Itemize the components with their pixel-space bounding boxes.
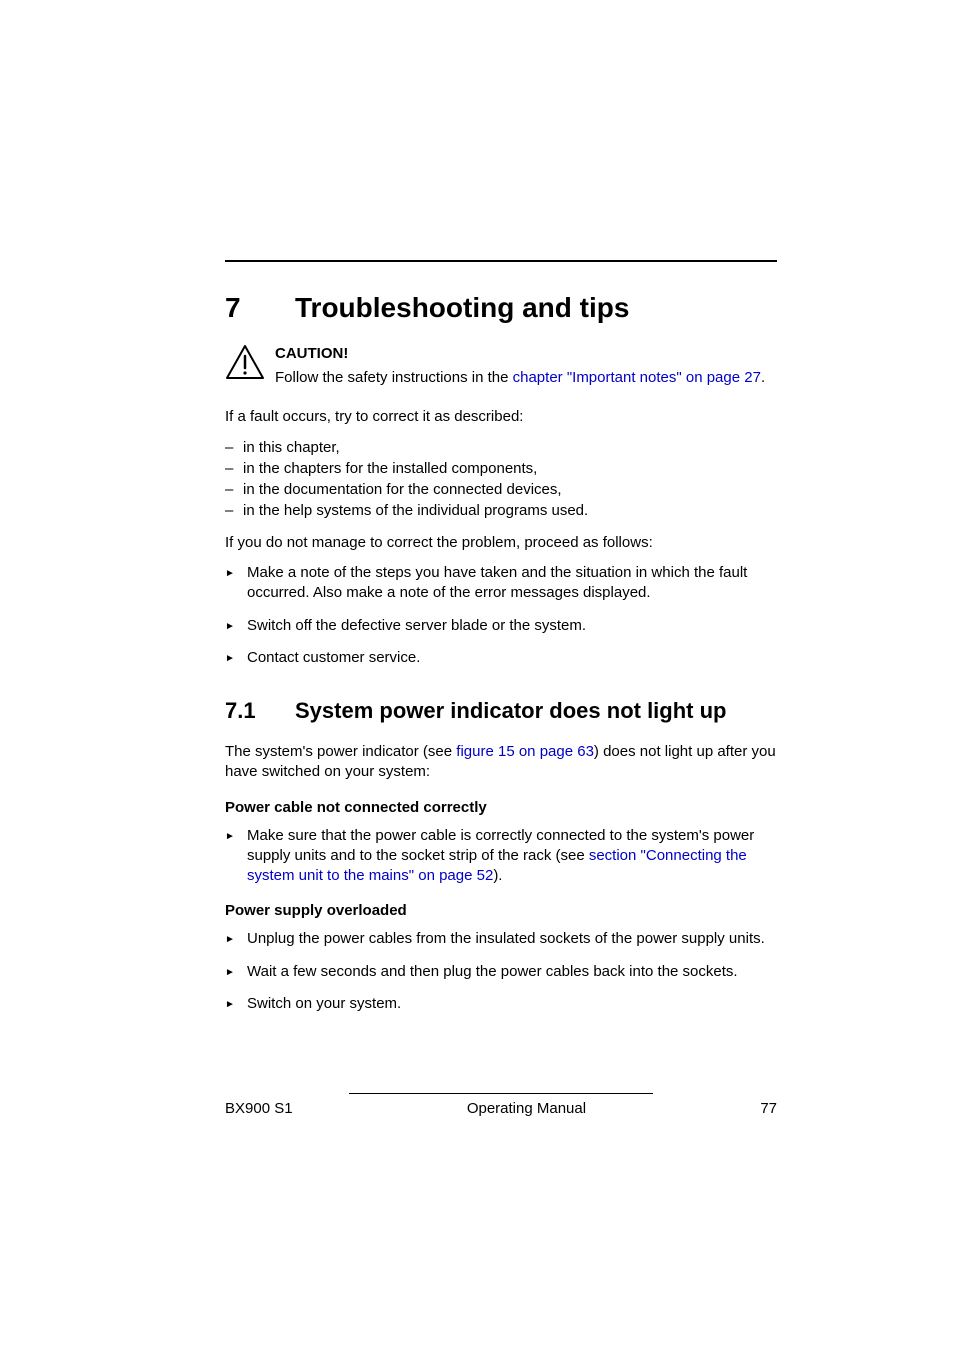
caution-label: CAUTION! xyxy=(275,344,777,364)
caution-text: CAUTION! Follow the safety instructions … xyxy=(275,344,777,389)
footer-right: 77 xyxy=(760,1100,777,1117)
section-intro: The system's power indicator (see figure… xyxy=(225,742,777,783)
section-heading: 7.1System power indicator does not light… xyxy=(225,698,777,724)
page-footer: BX900 S1 Operating Manual 77 xyxy=(225,1093,777,1117)
chapter-number: 7 xyxy=(225,292,295,324)
sub-heading-2: Power supply overloaded xyxy=(225,902,777,919)
chapter-title: Troubleshooting and tips xyxy=(295,292,629,323)
intro-2: If you do not manage to correct the prob… xyxy=(225,533,777,553)
steps-list-b: Make sure that the power cable is correc… xyxy=(225,826,777,887)
list-item: Contact customer service. xyxy=(225,648,777,668)
section-number: 7.1 xyxy=(225,698,295,724)
list-item: in this chapter, xyxy=(225,437,777,458)
caution-prefix: Follow the safety instructions in the xyxy=(275,369,513,386)
steps-list-a: Make a note of the steps you have taken … xyxy=(225,563,777,668)
caution-block: CAUTION! Follow the safety instructions … xyxy=(225,344,777,389)
footer-center: Operating Manual xyxy=(467,1100,586,1117)
caution-suffix: . xyxy=(761,369,765,386)
figure-link[interactable]: figure 15 on page 63 xyxy=(456,743,594,760)
warning-triangle-icon xyxy=(225,344,265,380)
list-item: Wait a few seconds and then plug the pow… xyxy=(225,962,777,982)
footer-left: BX900 S1 xyxy=(225,1100,293,1117)
intro-1: If a fault occurs, try to correct it as … xyxy=(225,407,777,427)
chapter-heading: 7Troubleshooting and tips xyxy=(225,292,777,324)
footer-rule xyxy=(349,1093,653,1094)
list-item: Make sure that the power cable is correc… xyxy=(225,826,777,887)
list-item: in the documentation for the connected d… xyxy=(225,479,777,500)
caution-link[interactable]: chapter "Important notes" on page 27 xyxy=(513,369,761,386)
steps-list-c: Unplug the power cables from the insulat… xyxy=(225,929,777,1014)
list-item: Switch off the defective server blade or… xyxy=(225,616,777,636)
sub1-step-suffix: ). xyxy=(493,867,502,884)
section-intro-prefix: The system's power indicator (see xyxy=(225,743,456,760)
section-title: System power indicator does not light up xyxy=(295,698,726,723)
list-item: in the chapters for the installed compon… xyxy=(225,458,777,479)
list-item: Make a note of the steps you have taken … xyxy=(225,563,777,604)
list-item: Switch on your system. xyxy=(225,994,777,1014)
list-item: Unplug the power cables from the insulat… xyxy=(225,929,777,949)
sub-heading-1: Power cable not connected correctly xyxy=(225,799,777,816)
list-item: in the help systems of the individual pr… xyxy=(225,500,777,521)
dash-list: in this chapter, in the chapters for the… xyxy=(225,437,777,521)
top-rule xyxy=(225,260,777,262)
